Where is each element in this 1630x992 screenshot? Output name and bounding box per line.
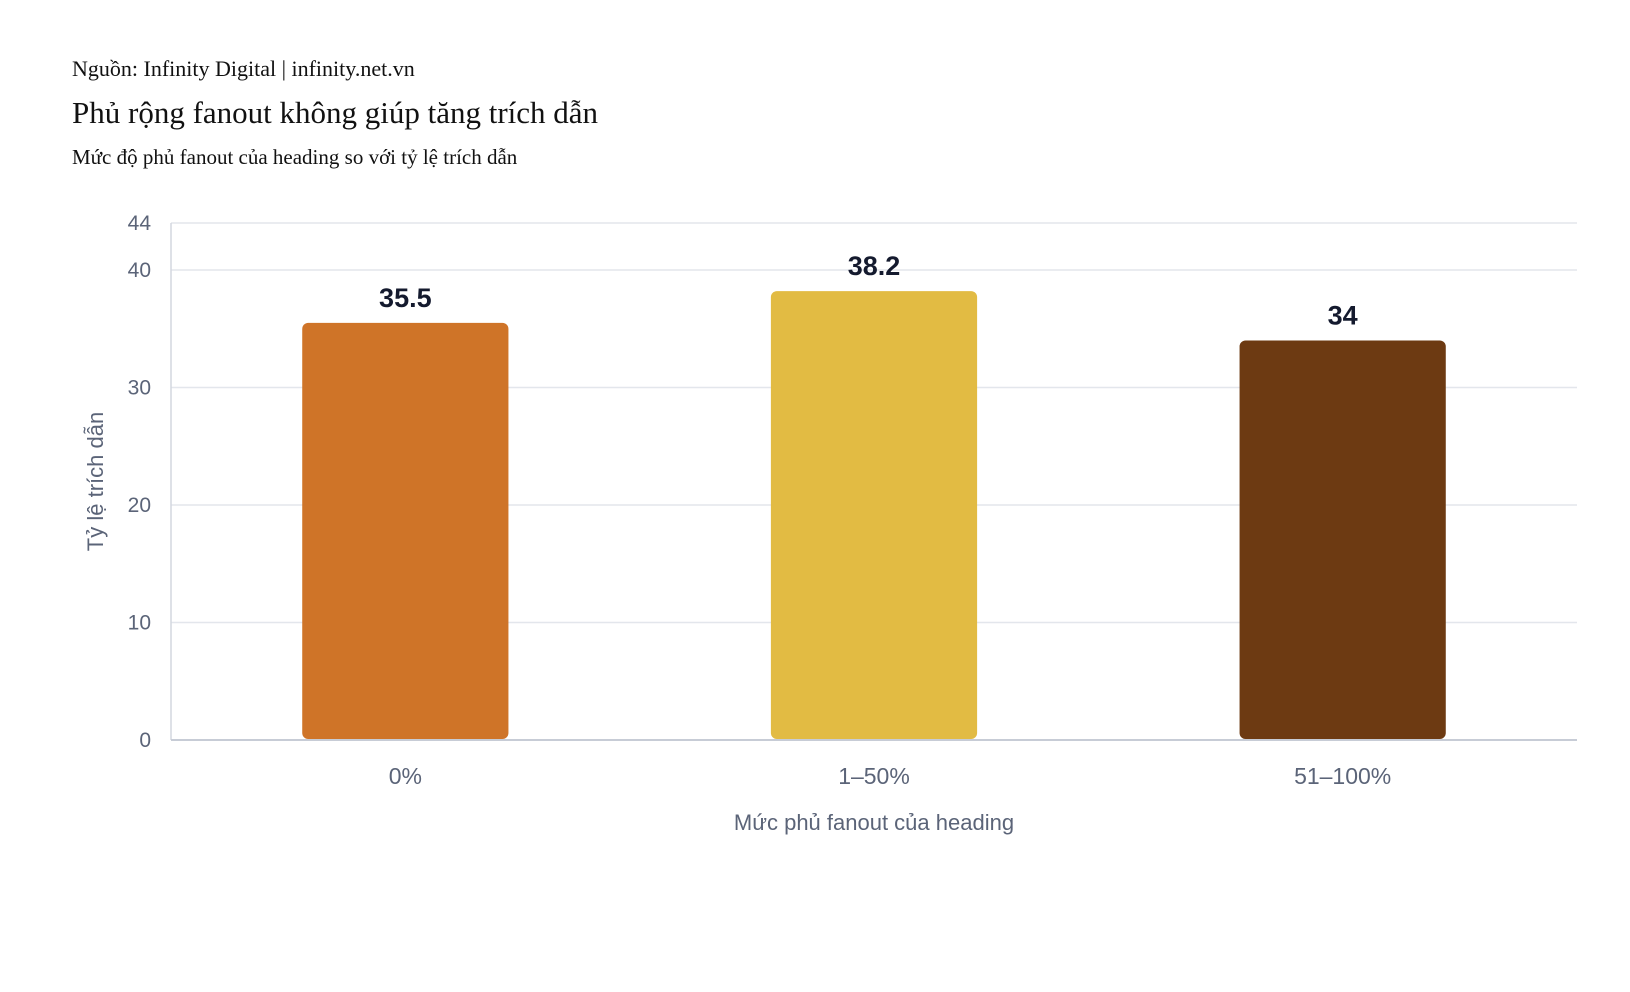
y-axis-title: Tỷ lệ trích dẫn [83,412,108,551]
y-tick-label: 30 [128,377,151,400]
bar-value-label: 34 [1328,301,1358,331]
chart-title: Phủ rộng fanout không giúp tăng trích dẫ… [72,95,599,130]
bar [770,291,978,739]
x-tick-label: 51–100% [1294,763,1391,789]
y-tick-label: 44 [128,212,152,235]
bar [1239,340,1446,739]
source-note: Nguồn: Infinity Digital | infinity.net.v… [72,56,415,81]
y-tick-label: 0 [139,729,151,752]
axes [170,223,1577,741]
labels: 0 10 20 30 40 44 35.5 0% 38.2 1–50% 34 51–100% [128,212,1392,789]
x-axis-title: Mức phủ fanout của heading [734,810,1014,835]
x-tick-label: 1–50% [838,763,910,789]
bar-value-label: 35.5 [379,283,432,313]
chart-subtitle: Mức độ phủ fanout của heading so với tỷ … [72,145,518,169]
x-tick-label: 0% [389,763,422,789]
bars [302,291,1446,739]
y-tick-label: 40 [128,259,151,282]
y-tick-label: 20 [128,494,151,517]
y-tick-label: 10 [128,612,151,635]
bar [302,322,509,739]
bar-value-label: 38.2 [848,251,901,281]
